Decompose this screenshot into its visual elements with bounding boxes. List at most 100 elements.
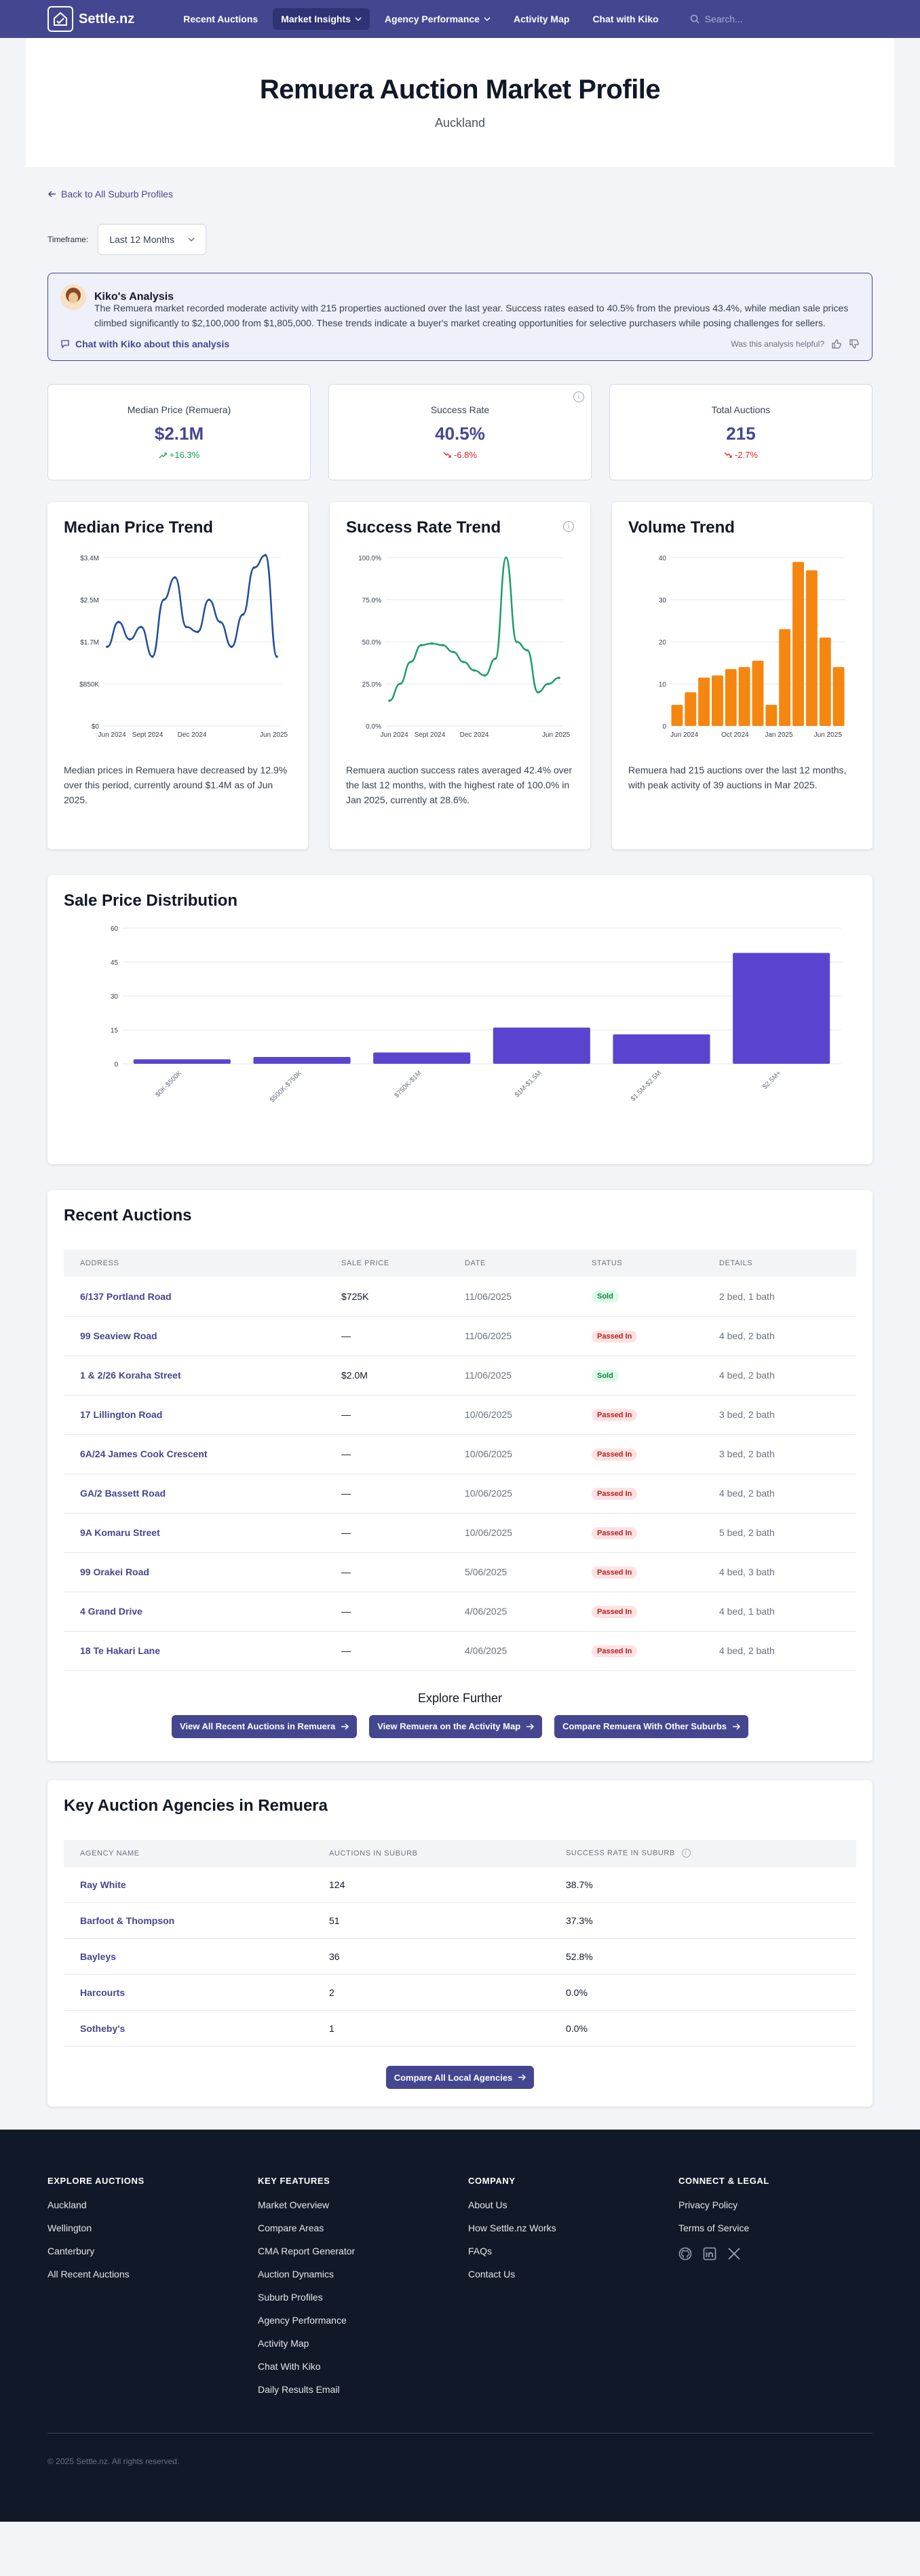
table-row[interactable]: 99 Orakei Road —5/06/2025 Passed In 4 bed, … xyxy=(64,1552,856,1592)
info-icon[interactable]: i xyxy=(681,1849,691,1858)
agency-link[interactable]: Harcourts xyxy=(64,1974,313,2011)
table-row[interactable]: 6A/24 James Cook Crescent —10/06/2025 Pass… xyxy=(64,1434,856,1474)
agency-link[interactable]: Bayleys xyxy=(64,1938,313,1975)
data-point[interactable] xyxy=(106,645,109,649)
table-row[interactable]: Bayleys 36 52.8% xyxy=(64,1938,856,1975)
data-point[interactable] xyxy=(151,655,154,658)
bar[interactable] xyxy=(738,667,750,726)
data-point[interactable] xyxy=(430,642,434,645)
data-point[interactable] xyxy=(208,598,210,601)
address-link[interactable]: 18 Te Hakari Lane xyxy=(64,1631,325,1671)
table-row[interactable]: 18 Te Hakari Lane —4/06/2025 Passed In 4 be… xyxy=(64,1631,856,1671)
address-link[interactable]: 99 Seaview Road xyxy=(64,1316,325,1356)
data-point[interactable] xyxy=(409,660,413,664)
table-row[interactable]: Ray White 124 38.7% xyxy=(64,1866,856,1903)
data-point[interactable] xyxy=(230,645,233,649)
table-row[interactable]: 4 Grand Drive —4/06/2025 Passed In 4 bed, 1… xyxy=(64,1592,856,1632)
footer-link[interactable]: Activity Map xyxy=(258,2338,309,2349)
brand-logo[interactable]: Settle.nz xyxy=(47,6,134,32)
data-point[interactable] xyxy=(526,649,529,652)
agency-link[interactable]: Barfoot & Thompson xyxy=(64,1902,313,1939)
footer-link[interactable]: Wellington xyxy=(47,2223,92,2233)
data-point[interactable] xyxy=(162,598,166,601)
table-row[interactable]: 1 & 2/26 Koraha Street $2.0M 11/06/2025 Sol… xyxy=(64,1356,856,1396)
footer-link[interactable]: How Settle.nz Works xyxy=(468,2223,556,2233)
table-row[interactable]: 99 Seaview Road —11/06/2025 Passed In 4 bed… xyxy=(64,1316,856,1356)
data-point[interactable] xyxy=(420,644,423,647)
footer-link[interactable]: Auckland xyxy=(47,2199,87,2210)
search-input[interactable]: Search... xyxy=(682,7,804,31)
data-point[interactable] xyxy=(494,657,497,660)
bar[interactable] xyxy=(712,675,723,726)
bar[interactable] xyxy=(698,677,710,726)
footer-link[interactable]: Daily Results Email xyxy=(258,2384,340,2395)
footer-link[interactable]: Suburb Profiles xyxy=(258,2292,323,2303)
footer-link[interactable]: Auction Dynamics xyxy=(258,2269,334,2280)
table-row[interactable]: GA/2 Bassett Road —10/06/2025 Passed In 4 b… xyxy=(64,1474,856,1514)
nav-activity-map[interactable]: Activity Map xyxy=(513,14,570,24)
data-point[interactable] xyxy=(505,556,507,559)
table-row[interactable]: 9A Komaru Street —10/06/2025 Passed In 5 be… xyxy=(64,1513,856,1553)
address-link[interactable]: 17 Lillington Road xyxy=(64,1395,325,1435)
footer-link[interactable]: Agency Performance xyxy=(258,2315,347,2326)
bar[interactable] xyxy=(805,570,818,726)
address-link[interactable]: 99 Orakei Road xyxy=(64,1552,325,1592)
compare-agencies-button[interactable]: Compare All Local Agencies xyxy=(385,2066,535,2089)
agency-link[interactable]: Ray White xyxy=(64,1866,313,1903)
bar[interactable] xyxy=(819,637,831,726)
data-point[interactable] xyxy=(128,638,132,641)
footer-link[interactable]: Canterbury xyxy=(47,2246,95,2256)
bar[interactable] xyxy=(253,1057,351,1064)
data-point[interactable] xyxy=(398,683,402,685)
nav-agency-performance[interactable]: Agency Performance xyxy=(377,8,499,30)
thumbs-up-icon[interactable] xyxy=(831,339,842,349)
table-row[interactable]: Harcourts 2 0.0% xyxy=(64,1974,856,2011)
bar[interactable] xyxy=(752,660,764,726)
footer-link[interactable]: Compare Areas xyxy=(258,2223,324,2233)
bar[interactable] xyxy=(493,1027,590,1064)
footer-link[interactable]: About Us xyxy=(468,2199,507,2210)
data-point[interactable] xyxy=(515,640,518,643)
info-icon[interactable]: i xyxy=(573,391,584,402)
bar[interactable] xyxy=(373,1052,471,1064)
timeframe-select[interactable]: Last 12 Months xyxy=(98,224,207,255)
data-point[interactable] xyxy=(462,660,465,664)
data-point[interactable] xyxy=(252,566,256,569)
data-point[interactable] xyxy=(218,621,222,623)
agency-link[interactable]: Sotheby's xyxy=(64,2010,313,2047)
bar[interactable] xyxy=(733,953,830,1064)
data-point[interactable] xyxy=(275,655,278,658)
address-link[interactable]: 6/137 Portland Road xyxy=(64,1277,325,1317)
bar[interactable] xyxy=(765,705,778,726)
bar[interactable] xyxy=(685,692,697,726)
table-row[interactable]: 17 Lillington Road —10/06/2025 Passed In 3 … xyxy=(64,1395,856,1435)
thumbs-down-icon[interactable] xyxy=(849,339,860,349)
data-point[interactable] xyxy=(547,683,550,685)
data-point[interactable] xyxy=(264,554,267,557)
data-point[interactable] xyxy=(441,644,444,647)
view-activity-map-button[interactable]: View Remuera on the Activity Map xyxy=(369,1714,543,1738)
data-point[interactable] xyxy=(242,613,244,616)
bar[interactable] xyxy=(832,667,845,726)
footer-link[interactable]: Terms of Service xyxy=(678,2223,750,2233)
back-link[interactable]: Back to All Suburb Profiles xyxy=(47,189,873,199)
address-link[interactable]: 4 Grand Drive xyxy=(64,1592,325,1632)
nav-recent-auctions[interactable]: Recent Auctions xyxy=(183,14,258,24)
bar[interactable] xyxy=(133,1059,231,1064)
address-link[interactable]: 6A/24 James Cook Crescent xyxy=(64,1434,325,1474)
info-icon[interactable]: i xyxy=(563,521,574,532)
github-icon[interactable] xyxy=(678,2247,692,2261)
bar[interactable] xyxy=(792,562,804,726)
data-point[interactable] xyxy=(451,651,455,653)
bar[interactable] xyxy=(671,705,683,726)
bar[interactable] xyxy=(725,669,737,726)
data-point[interactable] xyxy=(185,626,188,628)
footer-link[interactable]: CMA Report Generator xyxy=(258,2246,356,2256)
bar[interactable] xyxy=(613,1034,710,1064)
chat-with-kiko-link[interactable]: Chat with Kiko about this analysis xyxy=(60,339,229,349)
data-point[interactable] xyxy=(140,626,142,628)
footer-link[interactable]: All Recent Auctions xyxy=(47,2269,130,2280)
address-link[interactable]: 1 & 2/26 Koraha Street xyxy=(64,1356,325,1396)
data-point[interactable] xyxy=(473,669,476,672)
footer-link[interactable]: Market Overview xyxy=(258,2199,330,2210)
